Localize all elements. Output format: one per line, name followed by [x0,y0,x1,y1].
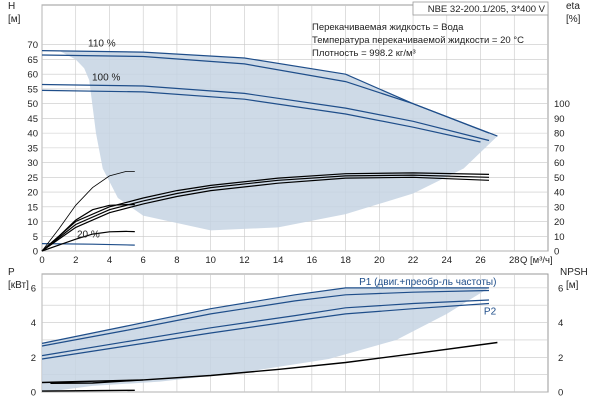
x-tick-label: 16 [307,255,318,266]
info-line: Температура перекачиваемой жидкости = 20… [312,35,524,46]
y-tick-label-right: 70 [554,143,565,154]
info-line: Перекачиваемая жидкость = Вода [312,22,464,33]
power-curve [41,299,490,357]
npsh-curve [50,379,144,384]
series-label: P2 [484,306,497,317]
y-tick-label-right: 0 [554,247,559,258]
y-tick-label-left: 55 [27,84,38,95]
y-tick-label-left: 65 [27,55,38,66]
y-axis-label-right: NPSH [560,267,588,278]
efficiency-curve [41,172,490,252]
head-curve [41,89,481,143]
operating-area [42,287,489,392]
x-tick-label: 0 [39,255,44,266]
x-tick-label: 4 [107,255,112,266]
y-axis-label-left: P [8,267,15,278]
x-tick-label: 20 [374,255,385,266]
y-tick-label-right: 4 [558,318,563,329]
y-tick-label-left: 50 [27,99,38,110]
y-axis-unit-left: [кВт] [8,280,29,291]
head-curve [41,54,490,134]
y-tick-label-right: 10 [554,232,565,243]
efficiency-curve [41,204,135,252]
y-tick-label-left: 60 [27,70,38,81]
y-axis-unit-left: [м] [8,14,21,25]
y-tick-label-right: 2 [558,353,563,364]
power-curve [41,287,489,344]
y-tick-label-left: 6 [31,283,36,294]
y-tick-label-left: 30 [27,158,38,169]
power-curve [41,289,490,347]
y-tick-label-right: 80 [554,129,565,140]
y-tick-label-right: 60 [554,158,565,169]
head-efficiency-chart: 110 %100 %20 %05101520253035404550556065… [8,1,581,266]
x-tick-label: 2 [73,255,78,266]
power-curve [41,302,490,360]
x-tick-label: 22 [408,255,419,266]
x-axis-label: Q [м³/ч] [520,255,553,266]
title-box [412,1,549,16]
efficiency-curve [41,174,490,252]
y-tick-label-right: 40 [554,188,565,199]
y-tick-label-right: 50 [554,173,565,184]
y-axis-label-left: H [8,1,15,12]
y-tick-label-right: 30 [554,202,565,213]
y-tick-label-left: 4 [31,318,36,329]
head-curve [41,83,490,142]
y-tick-label-right: 20 [554,217,565,228]
x-tick-label: 12 [239,255,250,266]
x-tick-label: 14 [273,255,284,266]
npsh-curve [41,389,135,392]
y-tick-label-left: 5 [33,232,38,243]
power-npsh-chart: P1 (двиг.+преобр-ль частоты) P2 0 2 4 6 0 2 4 6 P [… [8,267,588,399]
series-label: 110 % [88,39,116,50]
head-curve [41,243,135,246]
x-tick-label: 6 [141,255,146,266]
series-label: P1 (двиг.+преобр-ль частоты) [359,276,496,288]
x-tick-label: 18 [340,255,351,266]
series-label: 100 % [92,73,120,84]
y-tick-label-left: 15 [27,202,38,213]
x-tick-label: 10 [205,255,216,266]
info-line: Плотность = 998.2 кг/м³ [312,48,416,59]
x-tick-label: 26 [475,255,486,266]
y-tick-label-left: 35 [27,143,38,154]
y-tick-label-left: 70 [27,40,38,51]
efficiency-curve [41,176,490,252]
y-tick-label-left: 45 [27,114,38,125]
y-tick-label-left: 10 [27,217,38,228]
y-tick-label-right: 90 [554,114,565,125]
series-label: 20 % [77,230,100,241]
y-tick-label-right: 100 [554,99,570,110]
y-tick-label-left: 40 [27,129,38,140]
y-tick-label-left: 25 [27,173,38,184]
x-tick-label: 24 [442,255,453,266]
y-tick-label-left: 2 [31,353,36,364]
y-axis-label-right: eta [566,1,580,12]
y-tick-label-right: 6 [558,283,563,294]
chart-title: NBE 32-200.1/205, 3*400 V [428,4,546,15]
y-tick-label-left: 20 [27,188,38,199]
y-axis-unit-right: [м] [566,280,579,291]
y-tick-label-left: 0 [31,388,36,399]
y-tick-label-right: 0 [558,388,563,399]
efficiency-curve [41,171,135,252]
y-tick-label-left: 0 [33,247,38,258]
x-tick-label: 8 [174,255,179,266]
y-axis-unit-right: [%] [566,14,581,25]
efficiency-curve [41,230,135,252]
x-tick-label: 28 [509,255,520,266]
